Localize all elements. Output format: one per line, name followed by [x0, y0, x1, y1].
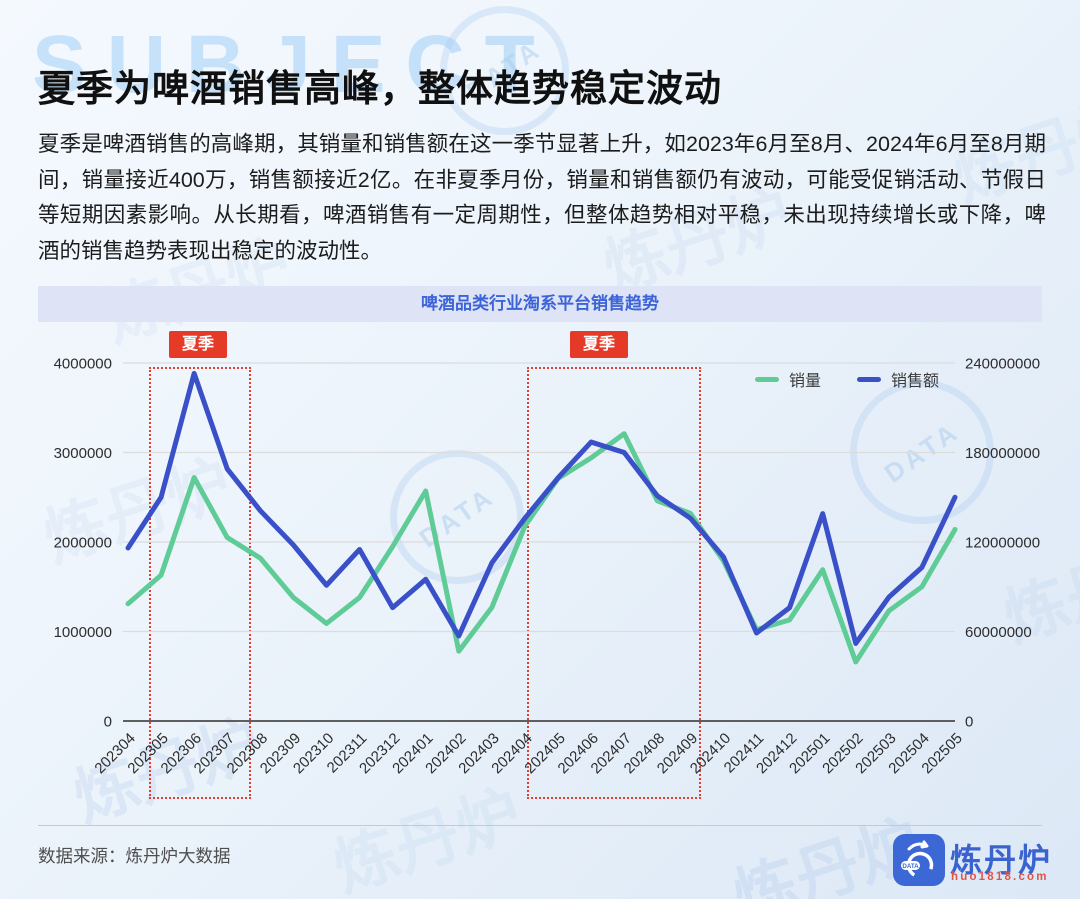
left-axis-tick: 3000000 [54, 445, 112, 462]
legend-item-volume: 销量 [755, 367, 821, 391]
x-axis-tick: 202401 [389, 730, 436, 777]
right-axis-tick: 120000000 [965, 535, 1040, 552]
legend-label: 销量 [789, 373, 822, 390]
x-axis-tick: 202403 [455, 730, 502, 777]
brand-url: huo1818.com [951, 871, 1049, 883]
data-stamp-watermark: DATA [850, 380, 994, 524]
x-axis-tick: 202411 [721, 730, 768, 777]
left-axis-tick: 4000000 [54, 356, 112, 373]
summer-badge: 夏季 [169, 331, 227, 358]
page-body-text: 夏季是啤酒销售的高峰期，其销量和销售额在这一季节显著上升，如2023年6月至8月… [38, 132, 1046, 263]
liandanlu-logo-icon: DATA [893, 834, 945, 886]
x-axis-tick: 202501 [786, 730, 833, 777]
x-axis-tick: 202311 [324, 730, 371, 777]
summer-annotation-box [148, 367, 252, 799]
chart-title: 啤酒品类行业淘系平台销售趋势 [38, 286, 1042, 322]
x-axis-tick: 202502 [819, 730, 866, 777]
x-axis-tick: 202310 [290, 730, 337, 777]
summer-badge: 夏季 [570, 331, 628, 358]
x-axis-tick: 202402 [422, 730, 469, 777]
furnace-icon: DATA [901, 840, 934, 879]
left-axis-tick: 2000000 [54, 535, 112, 552]
page-title: 夏季为啤酒销售高峰，整体趋势稳定波动 [38, 68, 722, 109]
data-stamp-watermark: DATA [390, 450, 524, 584]
x-axis-tick: 202412 [753, 730, 800, 777]
right-axis-tick: 60000000 [965, 624, 1032, 641]
svg-text:DATA: DATA [902, 863, 919, 870]
left-axis-tick: 1000000 [54, 624, 112, 641]
legend-label: 销售额 [891, 373, 940, 390]
right-axis-tick: 240000000 [965, 356, 1040, 373]
chart-legend: 销量 销售额 [755, 367, 939, 391]
x-axis-tick: 202505 [918, 730, 965, 777]
volume-line-swatch [755, 376, 779, 382]
left-axis-tick: 0 [104, 714, 112, 731]
summer-annotation-box [526, 367, 701, 799]
legend-item-revenue: 销售额 [857, 367, 939, 391]
x-axis-tick: 202312 [356, 730, 403, 777]
brand-watermark: 炼丹炉 [995, 526, 1080, 655]
data-source-text: 数据来源：炼丹炉大数据 [38, 846, 231, 866]
x-axis-tick: 202504 [885, 730, 932, 777]
x-axis-tick: 202309 [257, 730, 304, 777]
x-axis-tick: 202304 [91, 730, 138, 777]
right-axis-tick: 180000000 [965, 445, 1040, 462]
revenue-line-swatch [857, 376, 882, 382]
brand-watermark: 炼丹炉 [325, 776, 530, 899]
x-axis-tick: 202503 [852, 730, 899, 777]
footer-divider [38, 825, 1042, 826]
right-axis-tick: 0 [965, 714, 973, 731]
brand-name: 炼丹炉 [950, 842, 1053, 878]
